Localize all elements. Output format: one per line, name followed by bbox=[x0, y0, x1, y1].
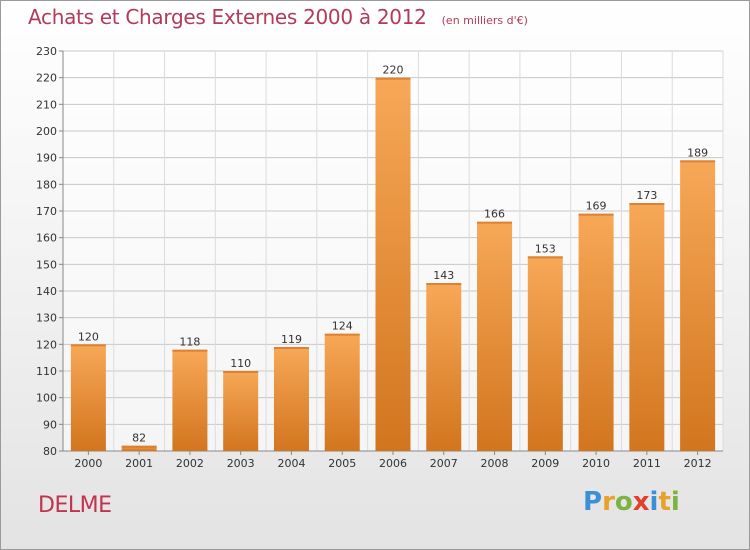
x-tick-label: 2002 bbox=[176, 457, 204, 470]
data-label: 173 bbox=[636, 189, 657, 202]
x-axis: 2000 2001 2002 2003 2004 2005 2006 2007 2008 2009… bbox=[74, 451, 712, 470]
title-row: Achats et Charges Externes 2000 à 2012 (… bbox=[28, 5, 528, 29]
data-label: 169 bbox=[586, 200, 607, 213]
bars: 120 82 118 110 119 124 220 143 166 153 169 173 189 bbox=[70, 64, 716, 452]
chart-title: Achats et Charges Externes 2000 à 2012 bbox=[28, 5, 427, 29]
data-label: 189 bbox=[687, 146, 708, 159]
y-tick-label: 150 bbox=[36, 258, 57, 271]
x-tick-label: 2009 bbox=[531, 457, 559, 470]
bar bbox=[426, 283, 462, 451]
bar bbox=[273, 347, 309, 451]
proxiti-logo: Proxiti bbox=[583, 487, 680, 517]
y-tick-label: 160 bbox=[36, 232, 57, 245]
y-tick-label: 130 bbox=[36, 312, 57, 325]
bar bbox=[121, 445, 157, 451]
bar-cap bbox=[629, 203, 665, 205]
bar bbox=[324, 333, 360, 451]
logo-letter: x bbox=[632, 487, 650, 517]
bar-cap bbox=[273, 347, 309, 349]
x-tick-label: 2008 bbox=[481, 457, 509, 470]
bar bbox=[70, 344, 106, 451]
x-tick-label: 2006 bbox=[379, 457, 407, 470]
bar-cap bbox=[223, 371, 259, 373]
y-tick-label: 220 bbox=[36, 72, 57, 85]
logo-letter: t bbox=[658, 487, 671, 517]
bar-cap bbox=[121, 445, 157, 448]
x-tick-label: 2004 bbox=[277, 457, 305, 470]
x-tick-label: 2005 bbox=[328, 457, 356, 470]
bar bbox=[223, 371, 259, 451]
chart-subtitle: (en milliers d'€) bbox=[441, 14, 528, 27]
data-label: 124 bbox=[332, 320, 353, 333]
data-label: 120 bbox=[78, 330, 99, 343]
x-tick-label: 2003 bbox=[227, 457, 255, 470]
data-label: 166 bbox=[484, 208, 505, 221]
bar bbox=[172, 349, 208, 451]
y-tick-label: 180 bbox=[36, 178, 57, 191]
logo-letter: i bbox=[670, 487, 680, 517]
x-tick-label: 2010 bbox=[582, 457, 610, 470]
data-label: 110 bbox=[230, 357, 251, 370]
bar-cap bbox=[477, 221, 513, 224]
x-tick-label: 2000 bbox=[74, 457, 102, 470]
logo-letter: i bbox=[649, 487, 659, 517]
logo-letter: P bbox=[583, 487, 603, 517]
data-label: 220 bbox=[383, 64, 404, 77]
y-tick-label: 100 bbox=[36, 392, 57, 405]
bar bbox=[629, 203, 665, 451]
bar bbox=[527, 256, 563, 451]
bar-cap bbox=[324, 333, 360, 336]
y-tick-label: 200 bbox=[36, 125, 57, 138]
y-tick-label: 110 bbox=[36, 365, 57, 378]
place-name: DELME bbox=[38, 493, 112, 518]
bar bbox=[375, 77, 411, 452]
logo-letter: o bbox=[614, 487, 633, 517]
y-tick-label: 170 bbox=[36, 205, 57, 218]
bar-cap bbox=[172, 349, 208, 352]
y-tick-label: 190 bbox=[36, 152, 57, 165]
data-label: 143 bbox=[433, 269, 454, 282]
y-tick-label: 210 bbox=[36, 98, 57, 111]
data-label: 118 bbox=[179, 336, 200, 349]
x-tick-label: 2001 bbox=[125, 457, 153, 470]
bar-cap bbox=[70, 344, 106, 347]
x-tick-label: 2012 bbox=[684, 457, 712, 470]
data-label: 119 bbox=[281, 333, 302, 346]
data-label: 153 bbox=[535, 242, 556, 255]
y-tick-label: 90 bbox=[43, 418, 57, 431]
y-tick-label: 80 bbox=[43, 445, 57, 458]
y-tick-label: 230 bbox=[36, 45, 57, 58]
bar-cap bbox=[375, 77, 411, 80]
bar-cap bbox=[527, 256, 563, 259]
y-tick-label: 140 bbox=[36, 285, 57, 298]
x-tick-label: 2011 bbox=[633, 457, 661, 470]
bar bbox=[680, 160, 716, 452]
x-tick-label: 2007 bbox=[430, 457, 458, 470]
bar bbox=[477, 221, 513, 451]
bar bbox=[578, 213, 614, 451]
bar-cap bbox=[426, 283, 462, 285]
bar-cap bbox=[680, 160, 716, 163]
y-tick-label: 120 bbox=[36, 338, 57, 351]
logo-letter: r bbox=[602, 487, 615, 517]
data-label: 82 bbox=[132, 432, 146, 445]
bar-cap bbox=[578, 213, 614, 216]
